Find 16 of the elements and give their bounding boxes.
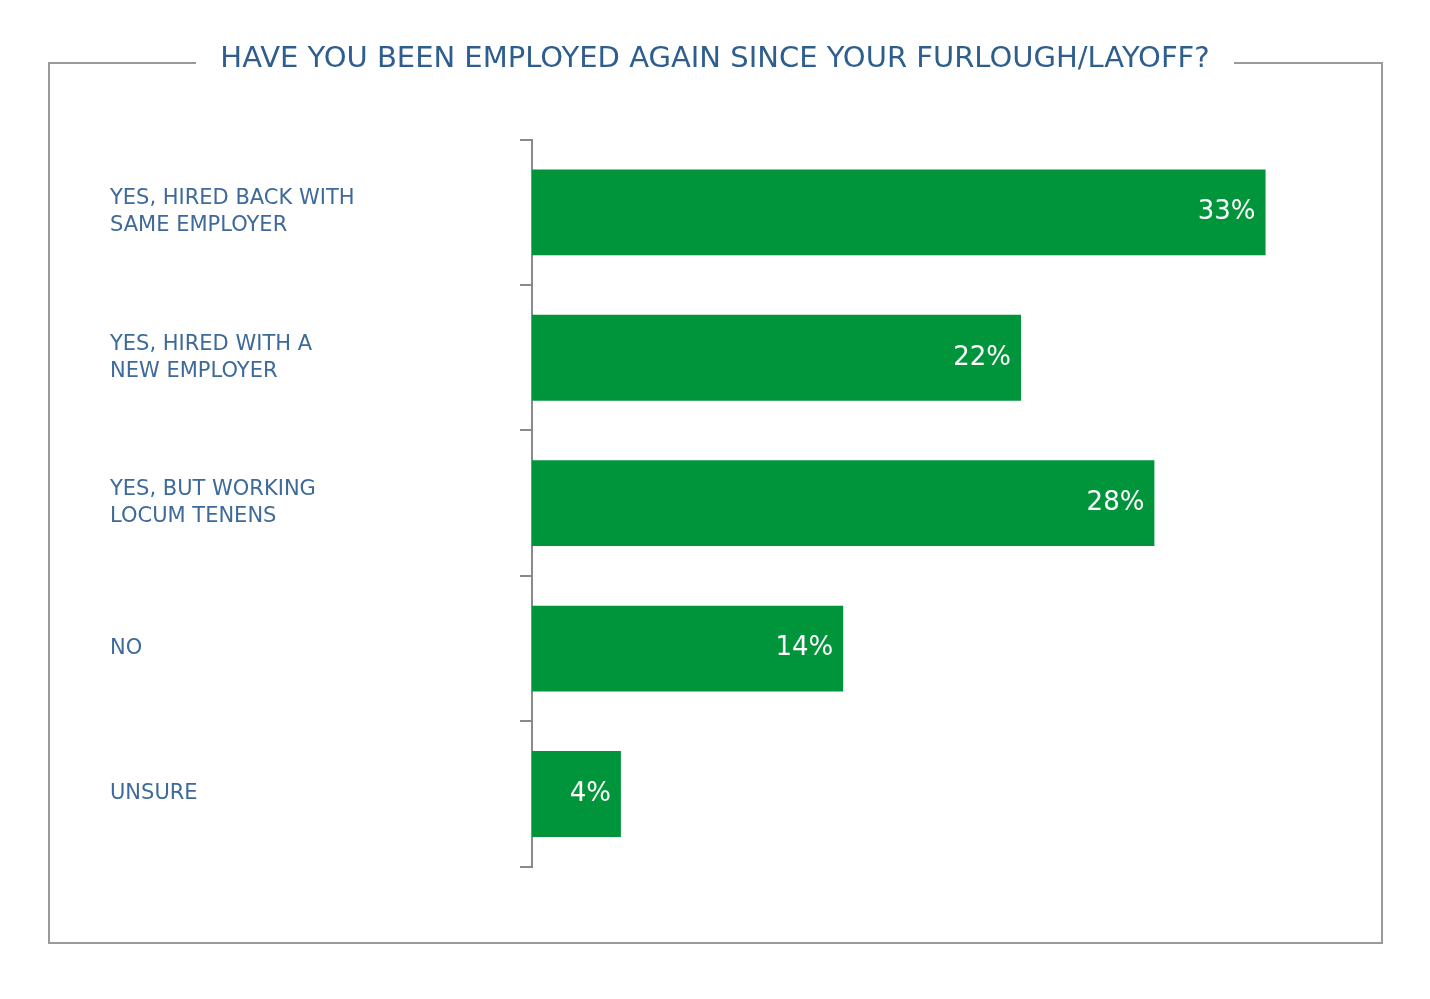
bar (532, 751, 621, 837)
data-label: 33% (1197, 195, 1256, 226)
bar (532, 314, 1022, 401)
y-tick-label: YES, HIRED BACK WITH SAME EMPLOYER (109, 185, 355, 237)
data-label: 14% (775, 631, 834, 662)
data-label: 4% (569, 776, 611, 807)
y-tick-label: YES, BUT WORKING LOCUM TENENS (109, 475, 316, 528)
bar (532, 460, 1155, 547)
y-tick-label: NO (110, 635, 143, 660)
y-tick-label: UNSURE (110, 780, 198, 805)
bar (532, 605, 844, 692)
data-label: 28% (1086, 485, 1145, 516)
y-tick-label: YES, HIRED WITH A NEW EMPLOYER (109, 330, 313, 382)
data-label: 22% (953, 340, 1012, 371)
bar (532, 169, 1266, 256)
chart-title: HAVE YOU BEEN EMPLOYED AGAIN SINCE YOUR FURLOUGH/LAYOFF? (196, 40, 1234, 74)
